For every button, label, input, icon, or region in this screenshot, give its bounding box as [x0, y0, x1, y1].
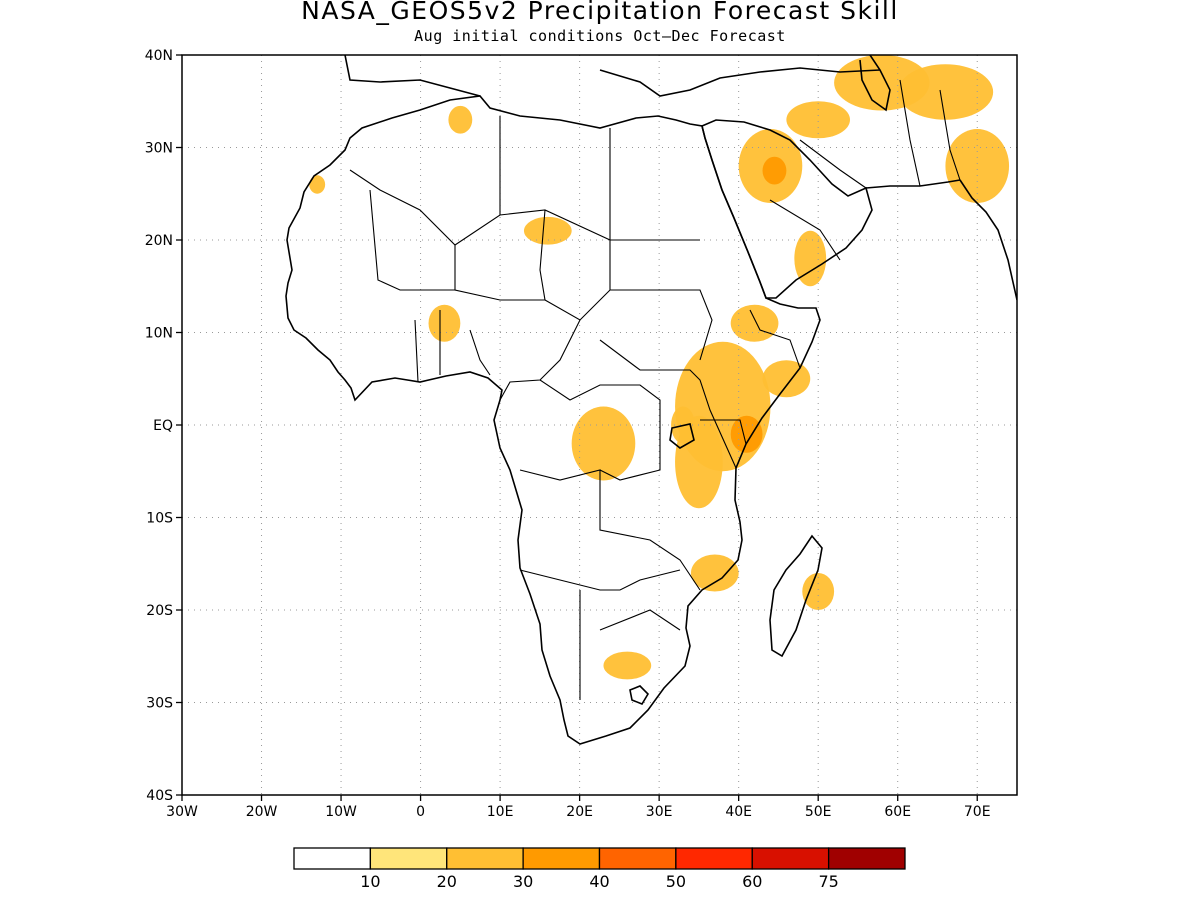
lon-tick-label: 50E — [805, 804, 832, 820]
coastlines — [285, 55, 1017, 745]
madagascar-coastline — [769, 534, 823, 658]
arabia-coastline — [701, 119, 873, 299]
lon-tick-label: 10E — [487, 804, 514, 820]
skill-region-18 — [786, 101, 850, 139]
skill-region-16 — [448, 105, 473, 134]
lat-tick-label: 30S — [146, 696, 173, 712]
lat-ticks: 40N 30N 20N 10N EQ 10S 20S 30S 40S — [145, 48, 182, 804]
skill-region-9 — [834, 55, 930, 111]
colorbar-swatch — [522, 847, 601, 870]
lat-tick-label: 40N — [145, 48, 173, 64]
map-title: NASA_GEOS5v2 Precipitation Forecast Skil… — [301, 0, 899, 25]
lon-tick-label: 60E — [884, 804, 911, 820]
skill-region-12 — [428, 304, 461, 342]
country-borders — [349, 79, 961, 700]
lon-tick-label: 20E — [566, 804, 593, 820]
colorbar-label: 40 — [589, 872, 609, 891]
lon-tick-label: 40E — [725, 804, 752, 820]
europe-coastline — [344, 55, 881, 97]
skill-region-2 — [762, 360, 811, 398]
colorbar-label: 10 — [360, 872, 380, 891]
colorbar-swatch — [369, 847, 448, 870]
lat-tick-label: 20S — [146, 603, 173, 619]
lat-tick-label: 20N — [145, 233, 173, 249]
lon-tick-label: 20W — [246, 804, 278, 820]
colorbar-swatch — [751, 847, 830, 870]
lat-tick-label: 10S — [146, 511, 173, 527]
lat-tick-label: EQ — [153, 418, 173, 434]
skill-region-20 — [802, 573, 835, 610]
iran-coastline — [865, 179, 961, 189]
skill-region-1 — [730, 415, 763, 453]
colorbar-swatch — [598, 847, 677, 870]
colorbar-label: 20 — [437, 872, 457, 891]
colorbar-swatch — [675, 847, 753, 870]
lon-tick-label: 10W — [325, 804, 357, 820]
skill-region-7 — [945, 129, 1010, 203]
caspian-coastline — [859, 55, 891, 112]
skill-region-17 — [309, 175, 326, 194]
skill-region-10 — [730, 304, 779, 342]
lesotho-border — [629, 685, 650, 705]
lon-tick-label: 30W — [166, 804, 198, 820]
skill-region-14 — [603, 651, 652, 680]
colorbar: 10 20 30 40 50 60 75 — [293, 847, 906, 891]
colorbar-label: 50 — [666, 872, 686, 891]
skill-region-6 — [571, 406, 636, 481]
lake-victoria-coastline — [669, 423, 695, 449]
skill-region-19 — [794, 230, 827, 287]
india-coastline — [959, 179, 1017, 301]
lon-tick-label: 70E — [964, 804, 991, 820]
skill-region-4 — [762, 156, 787, 185]
lon-tick-label: 30E — [646, 804, 673, 820]
africa-coastline — [285, 95, 821, 745]
colorbar-swatch — [827, 847, 906, 870]
colorbar-label: 60 — [742, 872, 762, 891]
lon-ticks: 30W 20W 10W 0 10E 20E 30E 40E 50E 60E 70E — [166, 795, 991, 820]
lon-tick-label: 0 — [416, 804, 425, 820]
lat-tick-label: 40S — [146, 788, 173, 804]
colorbar-swatch — [446, 847, 524, 870]
skill-region-15 — [523, 216, 572, 245]
colorbar-label: 75 — [818, 872, 838, 891]
lat-tick-label: 30N — [145, 141, 173, 157]
lat-tick-label: 10N — [145, 326, 173, 342]
skill-region-13 — [690, 554, 739, 592]
map-subtitle: Aug initial conditions Oct–Dec Forecast — [414, 27, 786, 45]
colorbar-label: 30 — [513, 872, 533, 891]
colorbar-swatch — [293, 847, 372, 870]
